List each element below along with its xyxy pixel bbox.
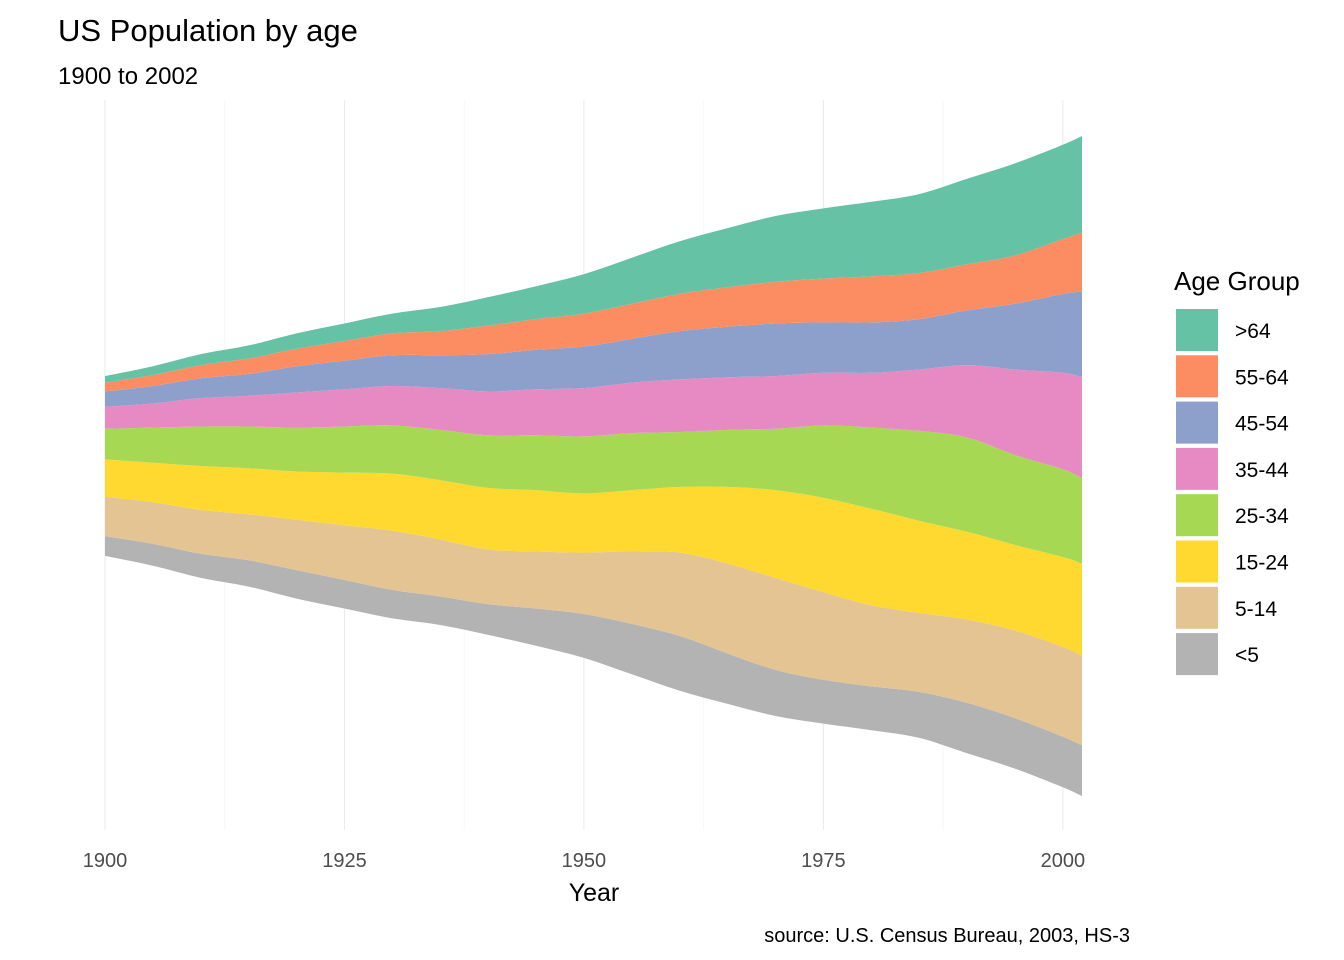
- stream-layer-15-24: [105, 459, 1082, 656]
- x-tick-label: 2000: [1041, 850, 1086, 872]
- legend-label: 15-24: [1235, 552, 1289, 575]
- stream-layer-5-14: [105, 496, 1082, 746]
- legend-key: [1176, 633, 1218, 676]
- stream-layer-<5: [105, 536, 1082, 796]
- legend-key: [1176, 401, 1218, 444]
- legend: Age Group >64 55-64 45-54 35-44 25-34 15-24 5-…: [1174, 266, 1300, 676]
- stream-layer-35-44: [105, 365, 1082, 479]
- legend-title: Age Group: [1174, 266, 1300, 296]
- stream-layer-45-54: [105, 291, 1082, 407]
- legend-label: 55-64: [1235, 366, 1289, 389]
- legend-label: <5: [1235, 644, 1259, 667]
- x-tick-label: 1950: [562, 850, 607, 872]
- x-tick-label: 1925: [322, 850, 367, 872]
- legend-key: [1176, 355, 1218, 398]
- x-tick-labels: 1900 1925 1950 1975 2000: [83, 850, 1085, 872]
- stream-layer->64: [105, 136, 1082, 383]
- legend-key: [1176, 447, 1218, 490]
- chart-subtitle: 1900 to 2002: [58, 63, 198, 90]
- stream-layer-25-34: [105, 425, 1082, 564]
- legend-key: [1176, 586, 1218, 629]
- x-tick-label: 1975: [801, 850, 846, 872]
- legend-label: >64: [1235, 320, 1271, 343]
- legend-label: 5-14: [1235, 598, 1277, 621]
- x-tick-label: 1900: [83, 850, 128, 872]
- x-axis-title: Year: [569, 879, 620, 907]
- chart-title: US Population by age: [58, 13, 358, 48]
- legend-key: [1176, 540, 1218, 583]
- stream-layer-55-64: [105, 232, 1082, 392]
- legend-label: 35-44: [1235, 459, 1289, 482]
- stream-layers: [105, 136, 1082, 796]
- legend-key: [1176, 309, 1218, 351]
- chart-caption: source: U.S. Census Bureau, 2003, HS-3: [764, 925, 1130, 947]
- legend-label: 45-54: [1235, 413, 1289, 436]
- legend-label: 25-34: [1235, 505, 1289, 528]
- legend-key: [1176, 494, 1218, 537]
